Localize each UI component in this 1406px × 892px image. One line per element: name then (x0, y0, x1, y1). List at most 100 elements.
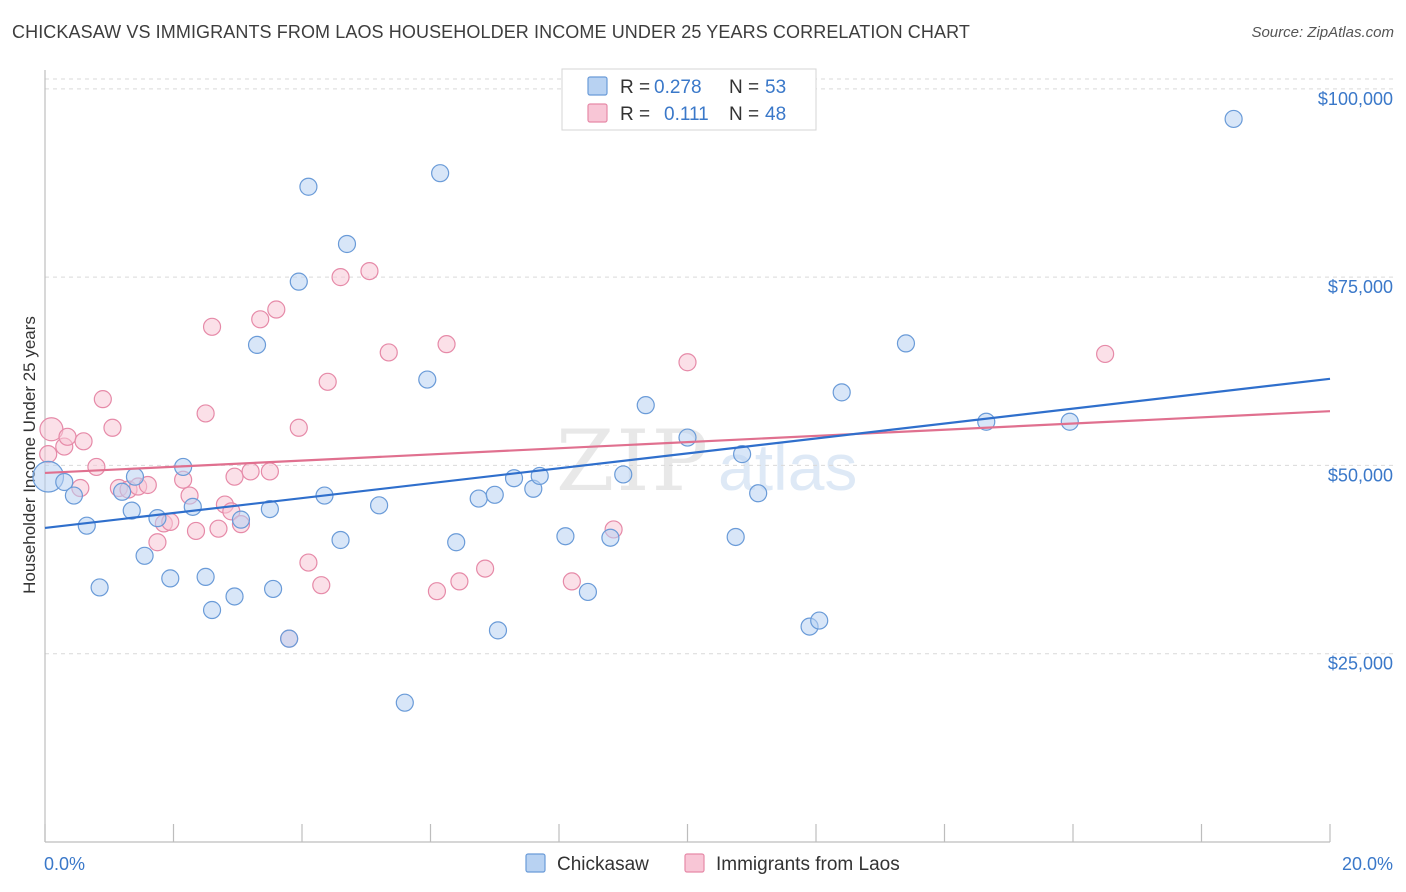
chickasaw-point (125, 467, 145, 486)
series-chickasaw-points (32, 109, 1243, 712)
chickasaw-point (447, 533, 466, 552)
laos-point (87, 457, 106, 477)
laos-point (450, 572, 469, 591)
gridlines (45, 78, 1393, 655)
laos-point (1096, 344, 1115, 364)
series-immigrants-from-laos-points (39, 261, 1115, 648)
chickasaw-point (832, 383, 851, 402)
laos-point (312, 576, 331, 595)
laos-point (299, 553, 318, 572)
laos-point (93, 390, 112, 409)
chickasaw-point (749, 484, 768, 503)
chickasaw-point (148, 509, 167, 528)
chickasaw-point (370, 496, 389, 515)
chickasaw-point (614, 465, 633, 484)
chickasaw-point (247, 335, 267, 355)
source-credit: Source: ZipAtlas.com (1251, 24, 1394, 41)
chickasaw-point (90, 578, 109, 597)
chickasaw-point (556, 527, 575, 546)
chickasaw-point (601, 528, 620, 547)
chickasaw-point (231, 510, 251, 529)
legend-r-value-1: 0.278 (654, 77, 702, 98)
laos-point (196, 404, 215, 423)
chickasaw-point (395, 693, 414, 712)
y-tick-label: $50,000 (1328, 465, 1393, 485)
chickasaw-point (161, 569, 180, 588)
chickasaw-point (896, 334, 916, 353)
laos-point (360, 261, 379, 281)
y-tick-label: $25,000 (1328, 654, 1393, 674)
x-axis-ticks (44, 824, 1331, 842)
chickasaw-point (636, 396, 655, 415)
laos-point (202, 317, 222, 336)
laos-point (39, 445, 58, 464)
chickasaw-point (418, 370, 437, 389)
laos-point (427, 582, 447, 601)
laos-point (58, 427, 77, 446)
laos-point (260, 462, 279, 481)
chickasaw-point (726, 527, 745, 547)
chickasaw-point (202, 600, 222, 620)
chickasaw-point (135, 546, 154, 565)
y-tick-labels: $25,000 $50,000 $75,000 $100,000 (1318, 89, 1393, 674)
bottom-legend-swatch-chickasaw (525, 853, 546, 873)
chickasaw-point (280, 629, 299, 648)
y-axis-label: Householder Income Under 25 years (20, 316, 39, 594)
laos-point (225, 467, 244, 486)
chickasaw-point (485, 485, 504, 504)
x-tick-label-min: 0.0% (44, 854, 85, 874)
laos-point (148, 533, 167, 552)
bottom-legend-label-chickasaw: Chickasaw (557, 854, 649, 875)
laos-point (267, 300, 286, 319)
trend-line-laos (44, 410, 1331, 475)
x-tick-label-max: 20.0% (1342, 854, 1393, 874)
chickasaw-point (260, 499, 279, 519)
chickasaw-point (299, 177, 318, 196)
series-legend: Chickasaw Immigrants from Laos (525, 853, 900, 875)
legend-n-value-1: 53 (765, 77, 786, 98)
y-tick-label: $75,000 (1328, 277, 1393, 297)
laos-point (678, 353, 697, 372)
legend-r-label-2: R = (620, 104, 650, 125)
legend-n-label-2: N = (729, 104, 759, 125)
chickasaw-point (337, 234, 357, 254)
watermark: ZIP atlas (556, 412, 857, 510)
bottom-legend-swatch-laos (684, 853, 705, 873)
chickasaw-point (122, 501, 141, 520)
legend-swatch-chickasaw (587, 76, 608, 96)
chickasaw-point (1060, 412, 1079, 431)
chickasaw-point (77, 516, 96, 535)
chickasaw-point (225, 587, 244, 606)
legend-swatch-laos (587, 103, 608, 123)
laos-point (74, 432, 93, 451)
laos-point (562, 572, 581, 591)
stats-legend: R = 0.278 N = 53 R = 0.111 N = 48 (561, 68, 817, 131)
laos-point (379, 343, 398, 362)
laos-point (331, 268, 350, 287)
laos-point (289, 418, 308, 437)
chickasaw-point (289, 272, 308, 291)
laos-point (476, 559, 495, 578)
chickasaw-point (55, 472, 74, 492)
trend-line-chickasaw (44, 377, 1331, 530)
chickasaw-point (183, 497, 202, 516)
chickasaw-point (196, 567, 215, 586)
bottom-legend-label-laos: Immigrants from Laos (716, 854, 900, 875)
laos-point (186, 521, 206, 541)
laos-point (103, 418, 122, 437)
legend-n-value-2: 48 (765, 104, 786, 125)
chickasaw-point (112, 482, 132, 501)
watermark-zip: ZIP (556, 412, 710, 510)
legend-n-label-1: N = (729, 77, 759, 98)
legend-r-value-2: 0.111 (664, 104, 709, 125)
laos-point (241, 462, 260, 481)
chickasaw-point (431, 164, 450, 183)
chickasaw-point (1224, 109, 1243, 129)
chart-title: CHICKASAW VS IMMIGRANTS FROM LAOS HOUSEH… (12, 22, 970, 42)
chickasaw-point (263, 579, 283, 599)
chickasaw-point (733, 445, 752, 464)
chickasaw-point (810, 611, 829, 630)
laos-point (318, 372, 337, 391)
chickasaw-point (331, 530, 350, 550)
